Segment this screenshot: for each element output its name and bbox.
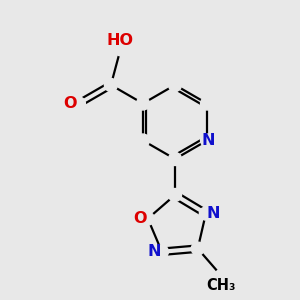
Circle shape	[200, 97, 214, 110]
Circle shape	[136, 134, 149, 147]
Text: O: O	[133, 211, 147, 226]
Circle shape	[215, 269, 228, 282]
Text: CH₃: CH₃	[207, 278, 236, 293]
Text: O: O	[63, 96, 77, 111]
Circle shape	[136, 97, 149, 110]
Text: N: N	[201, 133, 215, 148]
Circle shape	[169, 188, 182, 202]
Circle shape	[72, 97, 86, 110]
Text: N: N	[207, 206, 220, 221]
Circle shape	[141, 212, 154, 225]
Circle shape	[191, 242, 204, 255]
Circle shape	[200, 207, 212, 220]
Circle shape	[200, 134, 214, 147]
Circle shape	[114, 43, 127, 56]
Circle shape	[104, 79, 117, 92]
Circle shape	[169, 79, 182, 92]
Text: HO: HO	[107, 33, 134, 48]
Circle shape	[155, 245, 168, 258]
Text: N: N	[147, 244, 161, 259]
Circle shape	[169, 152, 182, 166]
